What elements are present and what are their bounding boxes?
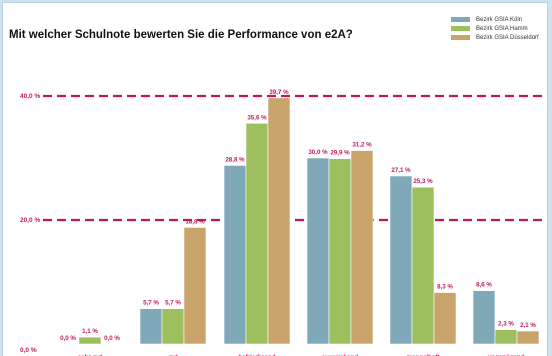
bar-1-4 bbox=[411, 186, 435, 345]
bar-2-3 bbox=[350, 150, 374, 345]
category-label-1: gut bbox=[168, 354, 178, 356]
value-label-0-0: 0,0 % bbox=[60, 335, 76, 342]
legend-item-hamm: Bezirk GSIA Hamm bbox=[451, 24, 539, 33]
bar-1-2 bbox=[245, 122, 269, 345]
bar-1-0 bbox=[78, 336, 102, 345]
y-tick-label-1: 20,0 % bbox=[20, 217, 40, 224]
legend-label-duesseldorf: Bezirk GSIA Düsseldorf bbox=[476, 34, 539, 41]
chart-title: Mit welcher Schulnote bewerten Sie die P… bbox=[9, 29, 353, 41]
value-label-0-2: 28,8 % bbox=[225, 156, 245, 163]
value-label-0-3: 30,0 % bbox=[308, 149, 328, 156]
value-label-1-5: 2,3 % bbox=[498, 321, 514, 328]
legend-label-koeln: Bezirk GSIA Köln bbox=[476, 16, 523, 23]
value-label-0-1: 5,7 % bbox=[143, 300, 159, 307]
bar-2-2 bbox=[267, 97, 291, 345]
value-label-2-0: 0,0 % bbox=[104, 335, 120, 342]
legend-swatch-hamm bbox=[451, 26, 470, 31]
y-tick-label-2: 40,0 % bbox=[20, 93, 40, 100]
category-label-2: befriedigend bbox=[238, 354, 275, 356]
y-tick-label-0: 0,0 % bbox=[20, 347, 37, 354]
value-label-1-0: 1,1 % bbox=[82, 328, 98, 335]
value-label-2-1: 18,8 % bbox=[185, 218, 205, 225]
value-label-0-4: 27,1 % bbox=[391, 167, 411, 174]
legend-item-koeln: Bezirk GSIA Köln bbox=[451, 15, 539, 24]
category-label-5: ungenügend bbox=[487, 354, 524, 356]
category-label-0: sehr gut bbox=[78, 354, 102, 356]
bar-2-5 bbox=[516, 330, 540, 345]
legend-label-hamm: Bezirk GSIA Hamm bbox=[476, 25, 528, 32]
chart-legend: Bezirk GSIA Köln Bezirk GSIA Hamm Bezirk… bbox=[451, 15, 539, 42]
value-label-1-1: 5,7 % bbox=[165, 300, 181, 307]
value-label-2-2: 39,7 % bbox=[269, 89, 289, 96]
bar-0-5 bbox=[472, 290, 496, 345]
value-label-1-4: 25,3 % bbox=[413, 178, 433, 185]
value-label-1-3: 29,9 % bbox=[330, 150, 350, 157]
category-label-4: mangelhaft bbox=[406, 354, 439, 356]
value-label-0-5: 8,6 % bbox=[476, 282, 492, 289]
bar-2-4 bbox=[433, 292, 457, 345]
value-label-1-2: 35,6 % bbox=[247, 114, 267, 121]
bar-2-1 bbox=[183, 227, 207, 345]
bar-chart-plot: 0,0 %20,0 %40,0 %0,0 %5,7 %28,8 %30,0 %2… bbox=[20, 89, 547, 356]
bar-0-2 bbox=[223, 165, 247, 345]
value-label-2-3: 31,2 % bbox=[352, 142, 372, 149]
legend-swatch-duesseldorf bbox=[451, 35, 470, 40]
bar-0-1 bbox=[139, 308, 163, 345]
bar-1-1 bbox=[161, 308, 185, 345]
value-label-2-4: 8,3 % bbox=[437, 284, 453, 291]
bar-1-5 bbox=[494, 329, 518, 345]
value-label-2-5: 2,1 % bbox=[520, 322, 536, 329]
bar-0-3 bbox=[306, 157, 330, 345]
legend-swatch-koeln bbox=[451, 17, 470, 22]
bar-0-4 bbox=[389, 175, 413, 345]
bar-1-3 bbox=[328, 158, 352, 345]
category-label-3: ausreichend bbox=[322, 354, 359, 356]
legend-item-duesseldorf: Bezirk GSIA Düsseldorf bbox=[451, 33, 539, 42]
